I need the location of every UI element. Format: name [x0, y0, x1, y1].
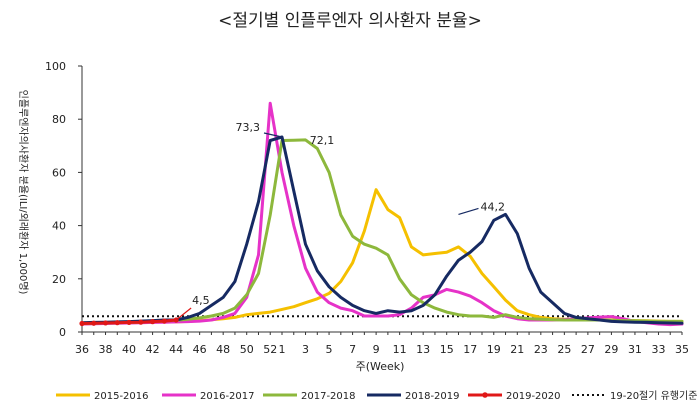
data-point: [91, 320, 97, 326]
series-layer: [79, 101, 684, 327]
chart-title: <절기별 인플루엔자 의사환자 분율>: [218, 11, 482, 31]
y-tick-label: 100: [45, 60, 66, 73]
series-line-2015-2016: [80, 188, 684, 326]
y-tick-label: 20: [52, 273, 66, 286]
x-tick-label: 9: [373, 343, 380, 356]
legend-label: 2017-2018: [301, 391, 356, 402]
annotation-label: 44,2: [480, 200, 505, 213]
data-point: [102, 320, 109, 326]
x-tick-label: 1: [279, 343, 286, 356]
x-tick-label: 23: [534, 343, 548, 356]
x-tick-label: 3: [302, 343, 309, 356]
series-line-2016-2017: [80, 101, 684, 327]
x-tick-label: 19: [487, 343, 501, 356]
x-tick-label: 21: [510, 343, 524, 356]
chart-axes: [81, 66, 682, 333]
data-point: [149, 319, 156, 325]
data-point: [79, 320, 85, 327]
x-tick-label: 31: [628, 343, 642, 356]
data-point: [138, 319, 144, 325]
legend-label: 2018-2019: [405, 391, 460, 402]
x-tick-label: 35: [675, 343, 689, 356]
annotation-leader: [263, 132, 283, 138]
annotation-label: 4,5: [192, 294, 210, 307]
legend-label: 19-20절기 유행기준: [610, 389, 697, 402]
x-tick-label: 40: [122, 343, 136, 356]
x-tick-label: 42: [146, 343, 160, 356]
x-tick-label: 27: [581, 343, 595, 356]
x-tick-label: 48: [216, 343, 230, 356]
x-axis-label: 주(Week): [356, 360, 405, 373]
x-tick-label: 15: [440, 343, 454, 356]
x-tick-label: 13: [416, 343, 430, 356]
data-point: [161, 318, 167, 324]
y-tick-label: 40: [52, 220, 66, 233]
y-tick-label: 60: [52, 166, 66, 179]
x-tick-label: 7: [349, 343, 356, 356]
data-point: [126, 319, 132, 326]
y-axis-label: 인플루엔자의사환자 분율(ILI/외래환자 1,000명): [17, 90, 29, 295]
legend-label: 2019-2020: [506, 391, 561, 402]
legend: 2015-2016 2016-2017 2017-2018 2018-2019 2019…: [56, 389, 697, 402]
series-line-2017-2018: [80, 138, 684, 325]
x-tick-label: 38: [99, 343, 113, 356]
x-tick-label: 17: [463, 343, 477, 356]
annotation-label: 72,1: [310, 134, 335, 147]
annotation-layer: 73,3 72,1 44,2 4,5: [175, 121, 505, 321]
legend-marker: [482, 392, 488, 398]
x-tick-label: 11: [393, 343, 407, 356]
x-tick-label: 29: [604, 343, 618, 356]
x-tick-label: 33: [651, 343, 665, 356]
x-tick-label: 5: [326, 343, 333, 356]
x-tick-label: 36: [75, 343, 89, 356]
legend-label: 2015-2016: [94, 391, 149, 402]
annotation-leader: [175, 307, 192, 321]
series-line-2018-2019: [80, 135, 684, 325]
annotation-leader: [458, 207, 479, 216]
x-tick-label: 46: [193, 343, 207, 356]
data-point: [114, 320, 120, 326]
x-tick-label: 44: [169, 343, 183, 356]
x-tick-label: 50: [240, 343, 254, 356]
annotation-label: 73,3: [236, 121, 261, 134]
legend-label: 2016-2017: [200, 391, 255, 402]
x-tick-label: 52: [263, 343, 277, 356]
y-tick-label: 80: [52, 113, 66, 126]
x-tick-label: 25: [557, 343, 571, 356]
y-tick-label: 0: [59, 326, 66, 339]
